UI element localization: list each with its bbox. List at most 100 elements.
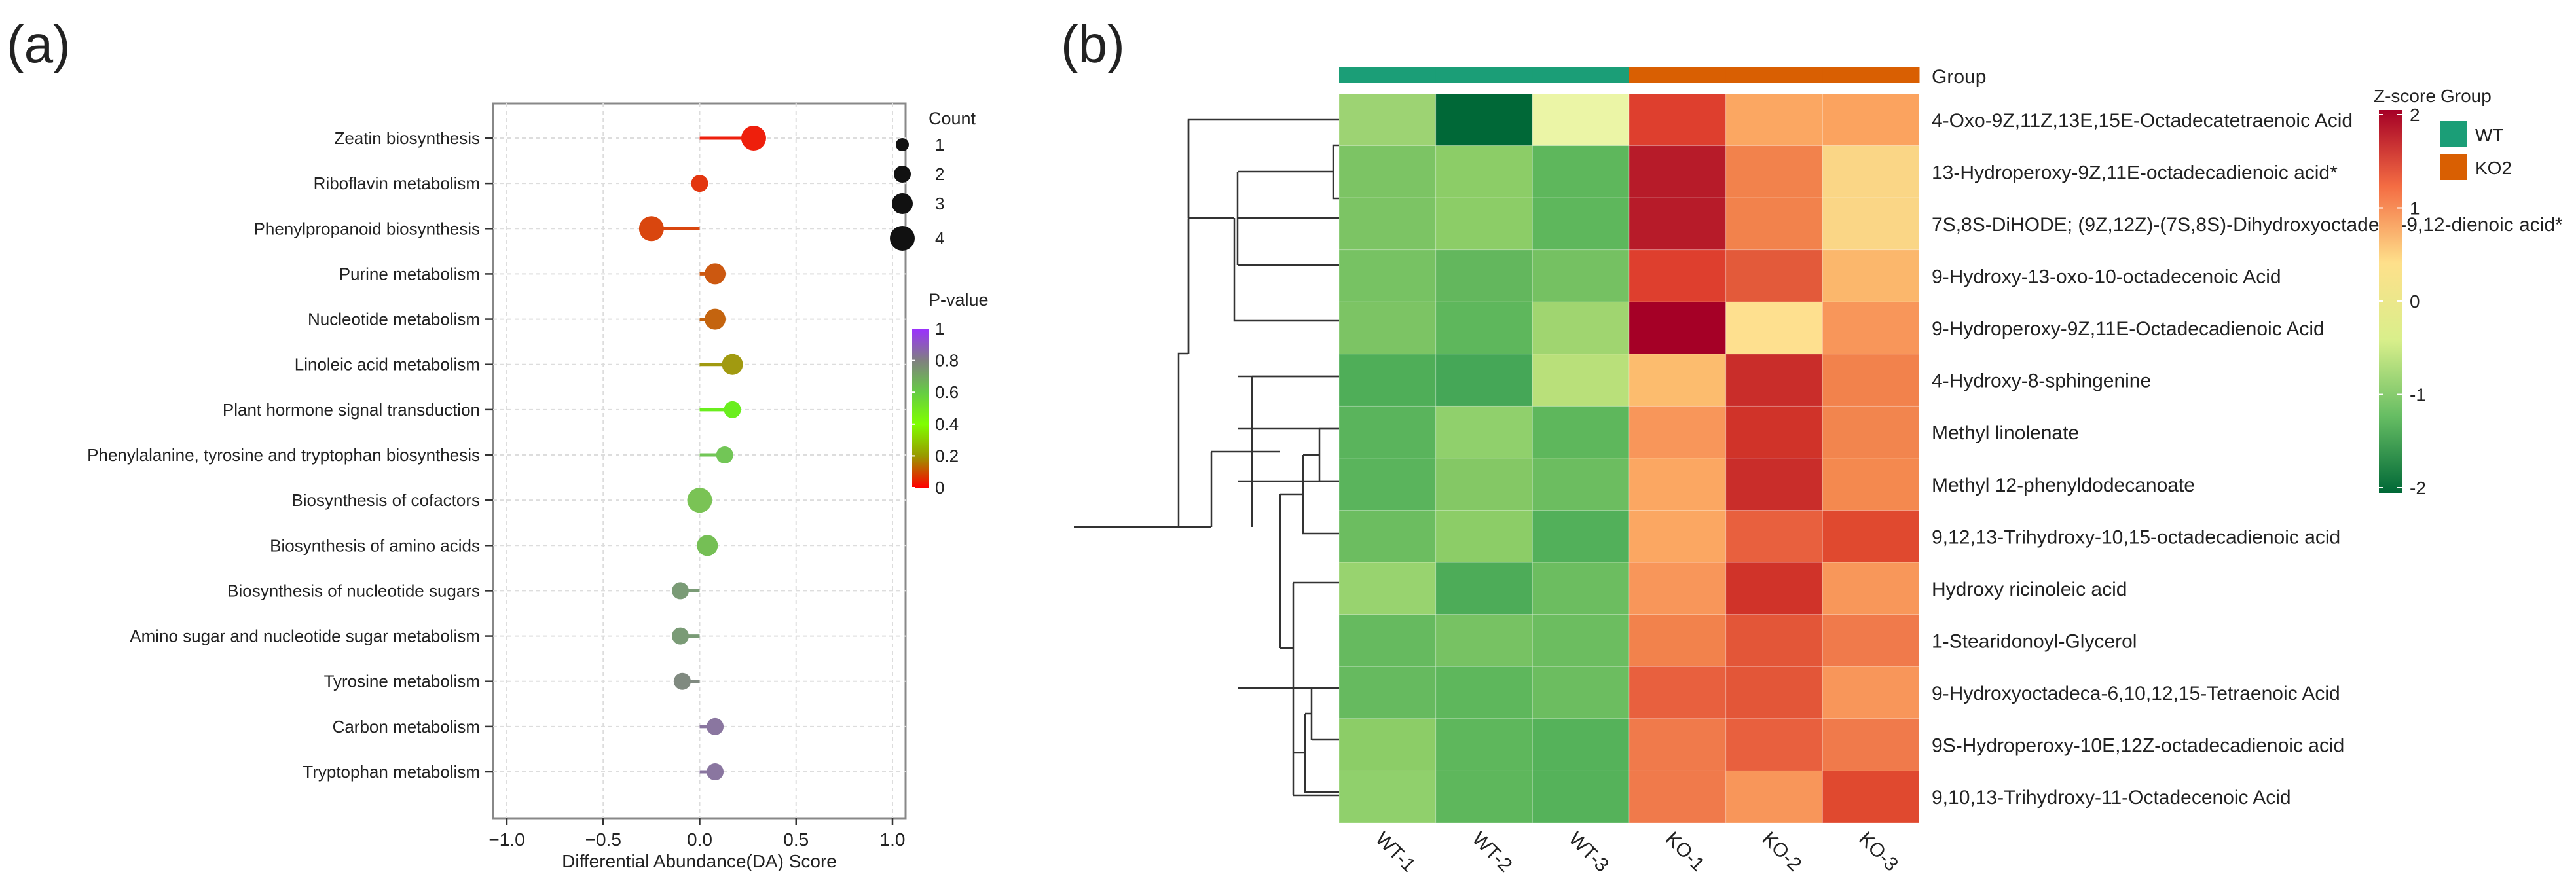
heatmap-cell <box>1435 510 1533 563</box>
heatmap-cell <box>1532 354 1630 407</box>
lollipop-point <box>716 446 733 463</box>
row-label: 9-Hydroxy-13-oxo-10-octadecenoic Acid <box>1932 266 2281 288</box>
heatmap-cell <box>1725 666 1823 719</box>
column-label: WT-3 <box>1564 828 1613 877</box>
pvalue-colorbar <box>912 329 929 488</box>
lollipop-point <box>672 627 690 645</box>
heatmap-cell <box>1628 510 1727 563</box>
heatmap-cell <box>1338 197 1437 251</box>
heatmap-cell <box>1532 770 1630 824</box>
pathway-label: Plant hormone signal transduction <box>223 400 480 420</box>
heatmap-cell <box>1725 249 1823 302</box>
row-label: 9,10,13-Trihydroxy-11-Octadecenoic Acid <box>1932 787 2291 808</box>
x-tick-label: 1.0 <box>880 829 906 850</box>
heatmap-cell <box>1628 770 1727 824</box>
heatmap-cell <box>1822 93 1920 147</box>
heatmap-cell <box>1628 405 1727 459</box>
group-annotation-cell <box>1725 67 1823 83</box>
heatmap-cell <box>1822 145 1920 198</box>
group-legend-swatch <box>2440 154 2467 180</box>
lollipop-point <box>722 354 743 375</box>
heatmap-cell <box>1338 562 1437 615</box>
heatmap-cell <box>1435 614 1533 667</box>
row-label: 7S,8S-DiHODE; (9Z,12Z)-(7S,8S)-Dihydroxy… <box>1932 214 2563 236</box>
heatmap-cell <box>1725 354 1823 407</box>
row-label: 4-Hydroxy-8-sphingenine <box>1932 371 2151 392</box>
heatmap-cell <box>1338 614 1437 667</box>
heatmap-cell <box>1628 145 1727 198</box>
lollipop-point <box>707 763 724 780</box>
heatmap-cell <box>1822 249 1920 302</box>
heatmap-cell <box>1725 562 1823 615</box>
x-tick-label: −1.0 <box>488 829 524 850</box>
group-annotation-cell <box>1629 67 1727 83</box>
heatmap-cell <box>1628 718 1727 771</box>
count-legend-title: Count <box>929 109 976 128</box>
x-tick-label: 0.5 <box>783 829 809 850</box>
count-legend-dot <box>890 226 915 251</box>
group-annotation-label: Group <box>1932 66 1986 88</box>
x-tick-label: −0.5 <box>585 829 621 850</box>
pathway-label: Linoleic acid metabolism <box>295 355 480 374</box>
heatmap-cell <box>1822 458 1920 511</box>
heatmap-cell <box>1338 405 1437 459</box>
heatmap-cell <box>1628 666 1727 719</box>
heatmap-cell <box>1435 562 1533 615</box>
lollipop-point <box>672 582 690 600</box>
heatmap-cell <box>1435 145 1533 198</box>
lollipop-point <box>741 126 766 151</box>
row-dendrogram <box>1074 118 1339 689</box>
row-label: 9S-Hydroperoxy-10E,12Z-octadecadienoic a… <box>1932 735 2344 757</box>
pathway-label: Biosynthesis of cofactors <box>291 490 480 510</box>
heatmap-cell <box>1338 301 1437 355</box>
pvalue-legend-label: 0.2 <box>935 446 959 465</box>
heatmap-cell <box>1628 249 1727 302</box>
row-label: Methyl 12-phenyldodecanoate <box>1932 475 2195 496</box>
zscore-tick-label: 0 <box>2410 291 2420 312</box>
group-annotation-cell <box>1339 67 1437 83</box>
group-annotation-cell <box>1532 67 1630 83</box>
heatmap-cell <box>1725 197 1823 251</box>
pathway-label: Carbon metabolism <box>333 717 480 736</box>
pvalue-legend-label: 1 <box>935 319 944 338</box>
row-label: Hydroxy ricinoleic acid <box>1932 579 2127 600</box>
row-label: 1-Stearidonoyl-Glycerol <box>1932 631 2137 653</box>
heatmap-cell <box>1822 718 1920 771</box>
heatmap-cell <box>1822 562 1920 615</box>
heatmap-cell <box>1532 562 1630 615</box>
heatmap-cell <box>1628 197 1727 251</box>
heatmap-cell <box>1338 145 1437 198</box>
heatmap-cell <box>1725 145 1823 198</box>
heatmap-cell <box>1822 614 1920 667</box>
x-tick-label: 0.0 <box>687 829 712 850</box>
count-legend-dot <box>892 193 913 214</box>
heatmap-cell <box>1338 93 1437 147</box>
lollipop-point <box>707 717 724 735</box>
group-legend-swatch <box>2440 121 2467 147</box>
zscore-tick-label: 2 <box>2410 105 2420 125</box>
heatmap-cell <box>1532 145 1630 198</box>
heatmap-cell <box>1435 405 1533 459</box>
column-label: KO-2 <box>1758 828 1806 876</box>
heatmap-cell <box>1725 405 1823 459</box>
heatmap-cell <box>1532 718 1630 771</box>
heatmap-cell <box>1435 718 1533 771</box>
heatmap-cell <box>1435 197 1533 251</box>
pathway-label: Purine metabolism <box>339 264 480 283</box>
row-label: 9,12,13-Trihydroxy-10,15-octadecadienoic… <box>1932 526 2340 548</box>
count-legend-dot <box>896 138 909 151</box>
zscore-legend-title: Z-score <box>2374 86 2436 106</box>
x-axis-label: Differential Abundance(DA) Score <box>562 851 837 871</box>
pathway-label: Amino sugar and nucleotide sugar metabol… <box>130 626 480 646</box>
pvalue-legend-label: 0.8 <box>935 351 959 371</box>
zscore-tick-label: 1 <box>2410 198 2420 219</box>
heatmap-cell <box>1628 458 1727 511</box>
heatmap-cell <box>1435 93 1533 147</box>
heatmap-cell <box>1532 510 1630 563</box>
zscore-legend: 2 1 0 -1 -2 WT KO2 <box>2379 105 2512 498</box>
heatmap-cell <box>1435 301 1533 355</box>
panel-label-a: (a) <box>7 15 71 73</box>
group-legend-label: KO2 <box>2475 158 2512 178</box>
pathway-label: Zeatin biosynthesis <box>334 128 480 148</box>
